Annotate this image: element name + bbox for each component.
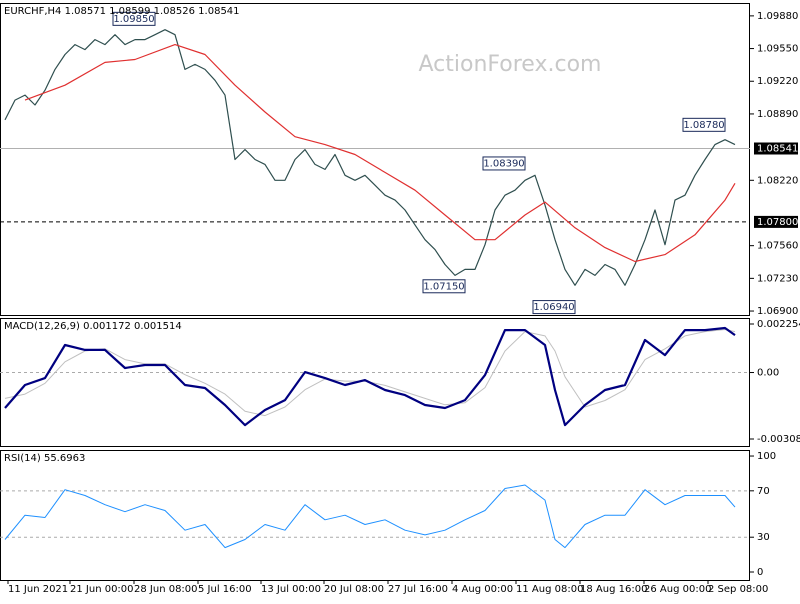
panel-title: RSI(14) 55.6963: [4, 453, 85, 464]
series-line: [4, 29, 736, 286]
x-tick-label: 26 Aug 00:00: [644, 584, 711, 595]
y-tick-label: 100: [757, 451, 776, 462]
x-tick-label: 21 Jun 00:00: [70, 584, 134, 595]
y-tick-label: 1.09550: [757, 44, 798, 55]
panel-frame: [0, 318, 750, 447]
annotation-box: [112, 11, 156, 26]
x-tick-label: 18 Aug 16:00: [580, 584, 647, 595]
y-tick-label: 70: [757, 486, 770, 497]
x-tick-label: 11 Aug 08:00: [516, 584, 583, 595]
y-tick-label: 1.08890: [757, 109, 798, 120]
watermark: ActionForex.com: [419, 52, 602, 77]
x-tick-label: 5 Jul 16:00: [198, 584, 252, 595]
x-tick-label: 20 Jul 08:00: [324, 584, 384, 595]
panel-title: MACD(12,26,9) 0.001172 0.001514: [4, 321, 182, 332]
x-tick-label: 28 Jun 08:00: [134, 584, 198, 595]
y-tick-label: 1.06900: [757, 306, 798, 317]
series-line: [4, 484, 736, 549]
series-line: [4, 329, 736, 417]
x-tick-label: 13 Jul 00:00: [261, 584, 321, 595]
y-tick-label: 0: [757, 567, 763, 578]
y-tick-label: 1.07560: [757, 241, 798, 252]
y-tick-label: 1.08220: [757, 175, 798, 186]
annotation-box: [682, 117, 726, 132]
annotation-box: [532, 300, 576, 315]
panel-title: EURCHF,H4 1.08571 1.08599 1.08526 1.0854…: [4, 6, 240, 17]
annotation-label: 1.09850: [113, 14, 154, 25]
x-tick-label: 11 Jun 2021: [8, 584, 68, 595]
annotation-label: 1.07150: [423, 281, 464, 292]
series-line: [4, 326, 736, 427]
y-tick-label: 30: [757, 532, 770, 543]
marker-box: [754, 215, 798, 228]
annotation-box: [482, 156, 526, 171]
panel-frame: [0, 450, 750, 581]
marker-box: [754, 142, 798, 155]
x-tick-label: 2 Sep 08:00: [708, 584, 768, 595]
x-tick-label: 27 Jul 16:00: [388, 584, 448, 595]
annotation-label: 1.06940: [533, 302, 574, 313]
marker-label: 1.07800: [757, 217, 798, 228]
y-tick-label: 1.07230: [757, 273, 798, 284]
series-line: [24, 44, 736, 263]
annotation-label: 1.08390: [483, 158, 524, 169]
y-tick-label: 0.00: [757, 368, 779, 379]
marker-label: 1.08541: [757, 144, 798, 155]
annotation-label: 1.08780: [683, 120, 724, 131]
x-tick-label: 4 Aug 00:00: [452, 584, 513, 595]
annotation-box: [422, 279, 466, 294]
y-tick-label: 1.09880: [757, 11, 798, 22]
panel-frame: [0, 3, 750, 316]
y-tick-label: 0.002254: [757, 319, 800, 330]
y-tick-label: -0.003088: [757, 434, 800, 445]
y-tick-label: 1.09220: [757, 76, 798, 87]
